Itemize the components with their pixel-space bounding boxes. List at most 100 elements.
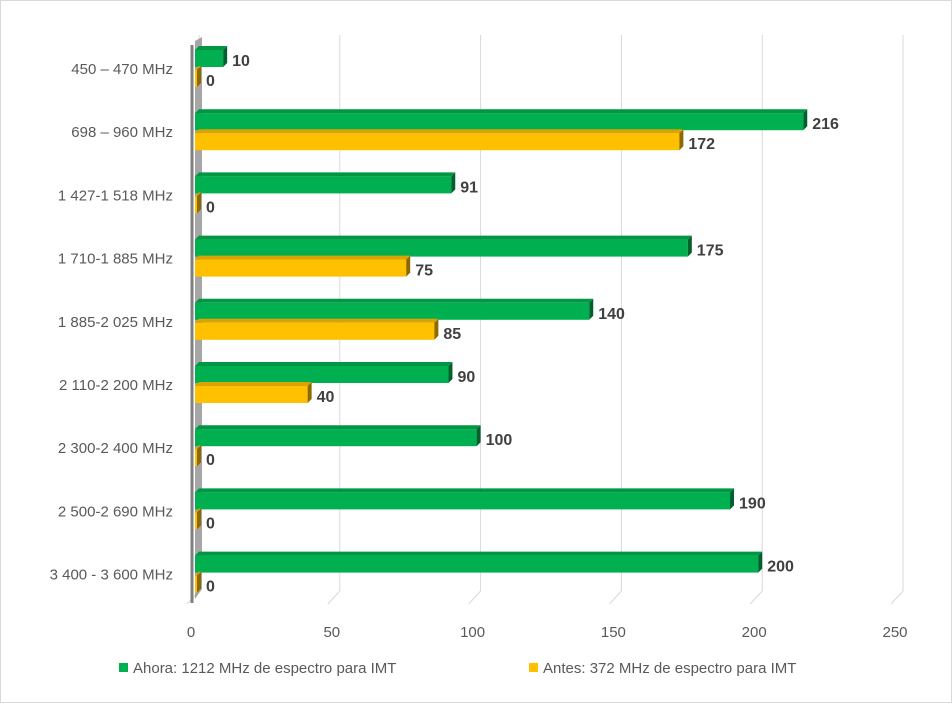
gridline-100	[468, 35, 482, 605]
data-label: 0	[206, 515, 215, 532]
bar-top-face	[195, 298, 594, 303]
bar-side-face	[679, 129, 684, 151]
bar-top-face	[195, 382, 312, 386]
bar-antes	[195, 70, 197, 87]
category-label: 450 – 470 MHz	[71, 61, 173, 78]
bar-ahora	[195, 176, 452, 194]
category-label: 1 427-1 518 MHz	[58, 187, 173, 204]
tick-label: 250	[882, 624, 907, 641]
bar-top-face	[195, 362, 453, 366]
gridline-150	[609, 35, 622, 605]
bar-side-face	[687, 235, 692, 257]
bar-top-face	[195, 488, 735, 493]
bar-side-face	[730, 488, 735, 510]
bar-antes	[195, 259, 407, 277]
data-label: 75	[415, 263, 433, 280]
bar-side-face	[589, 298, 594, 320]
category-label: 3 400 - 3 600 MHz	[50, 567, 173, 584]
bar-top-face	[195, 192, 201, 197]
bar-side-face	[197, 445, 201, 467]
bar-top-face	[195, 255, 411, 260]
bar-top-face	[195, 172, 456, 177]
bar-antes	[195, 575, 197, 593]
tick-labels: 0 50 100 150 200 250	[187, 624, 908, 641]
bar-ahora	[195, 555, 759, 573]
bar-top-face	[195, 571, 201, 576]
bar-antes	[195, 386, 308, 403]
gridline-250	[890, 35, 904, 605]
data-label: 140	[598, 306, 625, 323]
data-label: 190	[739, 495, 766, 512]
bar-side-face	[758, 551, 763, 573]
legend-swatch	[529, 663, 538, 672]
bar-side-face	[476, 425, 481, 447]
bar-top-face	[195, 66, 201, 70]
bar-side-face	[434, 318, 439, 340]
bar-ahora	[195, 492, 731, 510]
bar-antes	[195, 322, 435, 340]
bar-antes	[195, 512, 197, 530]
bar-side-face	[197, 571, 201, 593]
bar-antes	[195, 196, 197, 214]
bar-ahora	[195, 366, 449, 383]
bar-ahora	[195, 50, 224, 67]
data-label: 0	[206, 452, 215, 469]
data-label: 100	[486, 432, 513, 449]
bar-side-face	[197, 508, 201, 530]
data-label: 172	[688, 136, 715, 153]
bar-side-face	[197, 192, 201, 214]
legend: Ahora: 1212 MHz de espectro para IMT Ante…	[119, 660, 796, 677]
bar-antes	[195, 449, 197, 467]
bar-top-face	[195, 425, 481, 430]
bar-antes	[195, 133, 680, 151]
category-label: 1 885-2 025 MHz	[58, 314, 173, 331]
category-label: 1 710-1 885 MHz	[58, 251, 173, 268]
tick-label: 0	[187, 624, 195, 641]
data-label: 85	[443, 326, 461, 343]
data-label: 200	[767, 559, 794, 576]
category-label: 2 110-2 200 MHz	[59, 377, 173, 394]
bar-side-face	[223, 46, 228, 67]
bar-top-face	[195, 508, 201, 513]
tick-label: 50	[323, 624, 340, 641]
data-label: 216	[812, 116, 839, 133]
gridline-50	[327, 35, 341, 605]
tick-label: 100	[460, 624, 485, 641]
tick-label: 150	[601, 624, 626, 641]
bar-ahora	[195, 113, 804, 131]
bar-side-face	[448, 362, 453, 383]
legend-label: Ahora: 1212 MHz de espectro para IMT	[133, 660, 396, 677]
bar-side-face	[307, 382, 312, 403]
data-label: 0	[206, 73, 215, 90]
gridline-200	[749, 35, 763, 605]
bar-ahora	[195, 239, 688, 257]
data-label: 91	[460, 179, 478, 196]
bar-side-face	[803, 109, 808, 131]
legend-label: Antes: 372 MHz de espectro para IMT	[543, 660, 796, 677]
bar-ahora	[195, 302, 590, 320]
bar-top-face	[195, 445, 201, 450]
data-label: 40	[317, 389, 335, 406]
legend-swatch	[119, 663, 128, 672]
tick-label: 200	[742, 624, 767, 641]
category-label: 2 500-2 690 MHz	[58, 503, 173, 520]
data-label: 90	[457, 369, 475, 386]
data-label: 0	[206, 579, 215, 596]
category-label: 2 300-2 400 MHz	[58, 440, 173, 457]
category-label: 698 – 960 MHz	[71, 124, 173, 141]
bar-top-face	[195, 129, 684, 134]
bars	[195, 46, 808, 593]
bar-top-face	[195, 551, 763, 556]
bar-top-face	[195, 318, 439, 323]
category-labels: 450 – 470 MHz 698 – 960 MHz 1 427-1 518 MH…	[50, 61, 173, 584]
bar-top-face	[195, 109, 808, 114]
data-label: 175	[697, 243, 724, 260]
bar-top-face	[195, 235, 692, 240]
bar-side-face	[197, 66, 201, 87]
data-label: 10	[232, 53, 250, 70]
data-label: 0	[206, 199, 215, 216]
bar-top-face	[195, 46, 228, 50]
